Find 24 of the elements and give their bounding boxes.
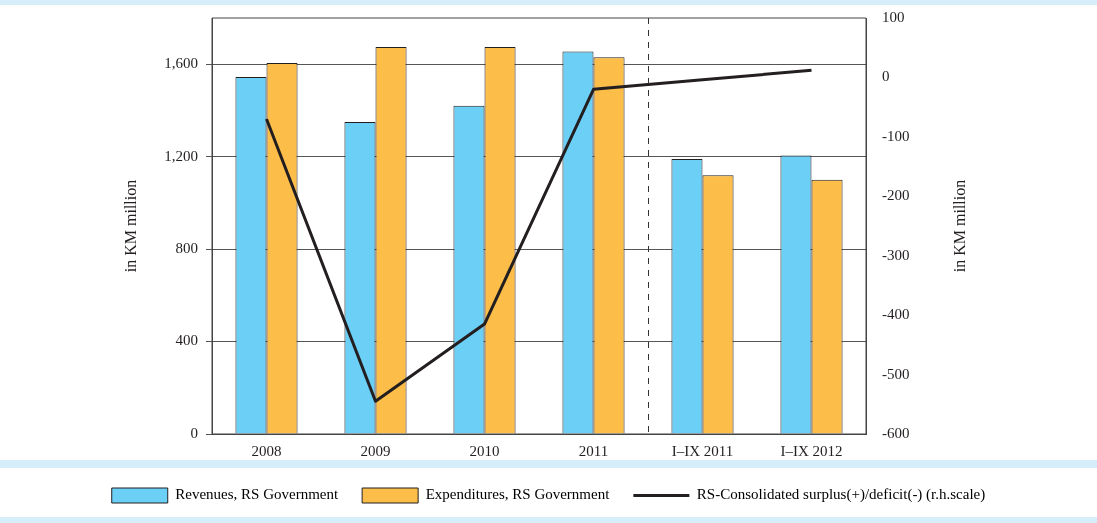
legend-label: Expenditures, RS Government	[425, 486, 611, 503]
y2-tick-label: 100	[882, 8, 905, 25]
x-tick-label: 2010	[469, 442, 500, 459]
legend-label: RS-Consolidated surplus(+)/deficit(-) (r.h.scale)	[696, 486, 986, 504]
y2-tick-label: -500	[882, 365, 910, 382]
y2-tick-label: -300	[882, 246, 910, 263]
x-tick-label: 2009	[360, 442, 391, 459]
x-tick-label: I–IX 2012	[780, 442, 843, 459]
y-tick-label: 1,600	[164, 55, 198, 72]
y-tick-label: 0	[190, 424, 198, 441]
y2-tick-label: 0	[882, 68, 890, 85]
x-tick-label: I–IX 2011	[671, 442, 734, 459]
x-tick-label: 2011	[578, 442, 609, 459]
y2-tick-label: -400	[882, 306, 910, 323]
y2-axis-title: in KM million	[951, 179, 969, 273]
y-axis-title: in KM million	[122, 179, 140, 273]
y-tick-label: 800	[175, 240, 198, 257]
y2-tick-label: -200	[882, 187, 910, 204]
y2-tick-label: -100	[882, 127, 910, 144]
y-tick-label: 400	[175, 332, 198, 349]
x-tick-label: 2008	[251, 442, 282, 459]
y-tick-label: 1,200	[164, 147, 198, 164]
y2-tick-label: -600	[882, 424, 910, 441]
legend-label: Revenues, RS Government	[175, 486, 339, 503]
